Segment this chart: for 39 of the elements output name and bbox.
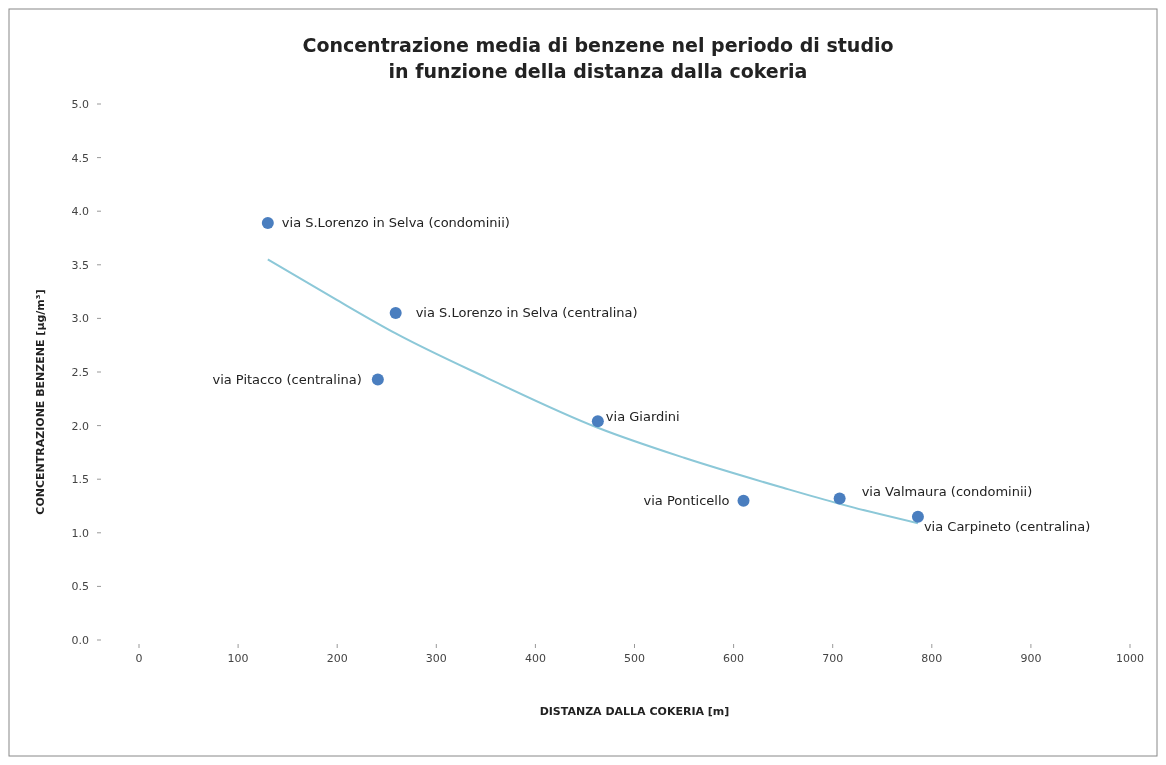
x-tick-label: 300 [425, 652, 447, 665]
annotation: via Carpineto (centralina) [923, 518, 1091, 534]
point [371, 373, 384, 386]
x-tick-label: 900 [1020, 652, 1042, 665]
x-axis-title: DISTANZA DALLA COKERIA [m] [539, 705, 730, 718]
point [389, 307, 402, 320]
x-tick-label: 700 [822, 652, 844, 665]
chart-title: Concentrazione media di benzene nel periodo di studio in funzione della distanza dalla cokeria [302, 34, 894, 82]
point [911, 510, 924, 523]
x-tick-label: 200 [326, 652, 348, 665]
annotation: via S.Lorenzo in Selva (centralina) [415, 305, 638, 321]
y-axis-title: CONCENTRAZIONE BENZENE [µg/m³] [34, 289, 47, 515]
y-tick-label: 1.0 [71, 526, 89, 540]
x-tick-label: 1000 [1116, 652, 1144, 665]
annotation: via Giardini [605, 409, 680, 425]
y-tick-label: 4.5 [71, 151, 89, 165]
y-tick-label: 3.5 [71, 258, 89, 272]
point [833, 492, 846, 505]
y-tick-label: 5.0 [71, 98, 89, 111]
annotation: via S.Lorenzo in Selva (condominii) [281, 214, 510, 230]
y-tick-label: 3.0 [71, 312, 89, 326]
y-tick-label: 0.0 [71, 634, 89, 647]
point [591, 415, 604, 428]
point [261, 216, 274, 229]
x-tick-label: 0 [135, 652, 143, 665]
x-tick-label: 600 [723, 652, 745, 665]
point [737, 494, 750, 507]
annotation: via Ponticello [643, 492, 730, 508]
y-tick-label: 4.0 [71, 205, 89, 219]
y-tick-label: 2.5 [71, 366, 89, 379]
x-tick-label: 400 [524, 652, 546, 665]
x-tick-label: 800 [921, 652, 943, 665]
y-tick-label: 2.0 [71, 419, 89, 433]
annotation: via Pitacco (centralina) [212, 371, 362, 387]
y-tick-label: 1.5 [71, 473, 89, 487]
x-tick-label: 100 [227, 652, 249, 665]
x-tick-label: 500 [624, 652, 645, 665]
annotation: via Valmaura (condominii) [861, 484, 1033, 500]
y-tick-label: 0.5 [71, 580, 89, 594]
